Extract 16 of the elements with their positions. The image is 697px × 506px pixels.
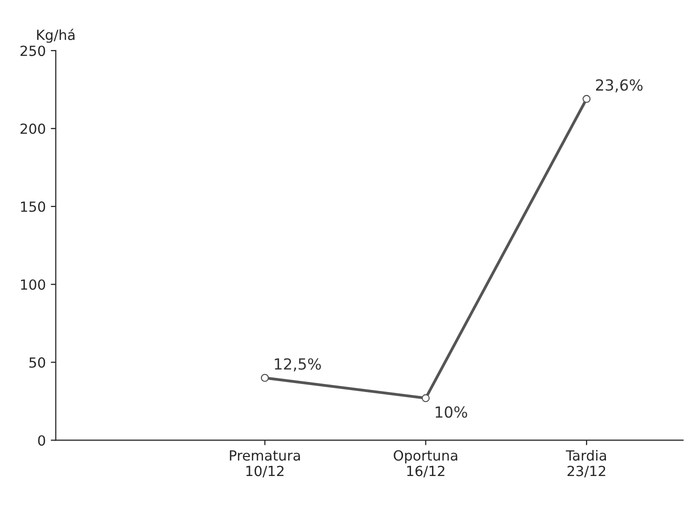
point [422, 394, 430, 402]
y-tick-label: 250 [20, 46, 46, 56]
y-tick-label: 0 [38, 435, 46, 446]
y-tick-label: 200 [20, 123, 46, 134]
y-axis-title: Kg/há [37, 28, 74, 43]
y-tick-label: 100 [21, 279, 46, 290]
point [582, 94, 591, 103]
x-tick-label: Prematura 10/12 [230, 450, 300, 478]
annotation: 10% [436, 406, 468, 418]
y-tick-label: 50 [29, 357, 46, 368]
x-tick-label: Oportuna 16/12 [394, 450, 458, 478]
y-tick-label: 150 [21, 201, 46, 212]
x-tick-label: Tardia 23/12 [566, 450, 606, 478]
annotation: 23,6% [596, 79, 643, 92]
annotation: 12,5% [274, 358, 321, 372]
point [260, 374, 269, 382]
